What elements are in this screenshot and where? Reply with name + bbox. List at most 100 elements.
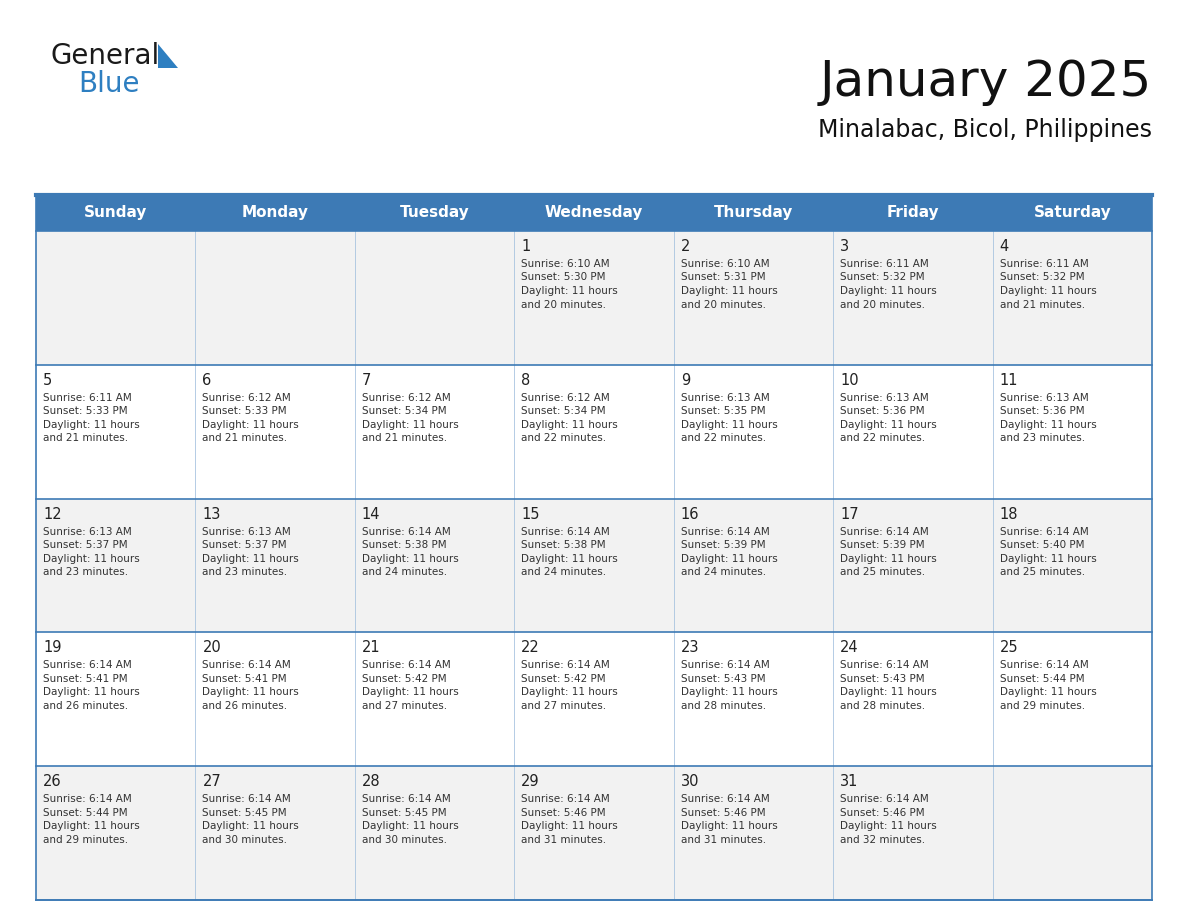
Text: 5: 5 (43, 373, 52, 387)
Text: Daylight: 11 hours: Daylight: 11 hours (840, 822, 937, 831)
Text: Daylight: 11 hours: Daylight: 11 hours (202, 554, 299, 564)
Text: and 30 minutes.: and 30 minutes. (202, 834, 287, 845)
Text: Sunrise: 6:14 AM: Sunrise: 6:14 AM (43, 660, 132, 670)
Text: Daylight: 11 hours: Daylight: 11 hours (522, 688, 618, 698)
Text: January 2025: January 2025 (820, 58, 1152, 106)
Text: Daylight: 11 hours: Daylight: 11 hours (43, 822, 140, 831)
Text: Sunrise: 6:11 AM: Sunrise: 6:11 AM (43, 393, 132, 403)
Text: Sunset: 5:34 PM: Sunset: 5:34 PM (362, 407, 447, 416)
Text: Sunrise: 6:14 AM: Sunrise: 6:14 AM (362, 527, 450, 537)
Text: Daylight: 11 hours: Daylight: 11 hours (999, 554, 1097, 564)
Bar (833, 195, 992, 231)
Text: Daylight: 11 hours: Daylight: 11 hours (43, 688, 140, 698)
Text: Sunset: 5:31 PM: Sunset: 5:31 PM (681, 273, 765, 283)
Bar (36, 767, 1152, 900)
Text: Sunrise: 6:13 AM: Sunrise: 6:13 AM (999, 393, 1088, 403)
Text: Sunset: 5:36 PM: Sunset: 5:36 PM (999, 407, 1085, 416)
Text: and 22 minutes.: and 22 minutes. (522, 433, 606, 443)
Text: and 24 minutes.: and 24 minutes. (362, 567, 447, 577)
Text: 16: 16 (681, 507, 700, 521)
Text: Sunrise: 6:14 AM: Sunrise: 6:14 AM (840, 660, 929, 670)
Text: and 30 minutes.: and 30 minutes. (362, 834, 447, 845)
Text: Sunset: 5:44 PM: Sunset: 5:44 PM (43, 808, 127, 818)
Text: 26: 26 (43, 774, 62, 789)
Text: Sunrise: 6:14 AM: Sunrise: 6:14 AM (522, 794, 609, 804)
Text: Sunrise: 6:13 AM: Sunrise: 6:13 AM (840, 393, 929, 403)
Text: and 26 minutes.: and 26 minutes. (202, 701, 287, 711)
Text: Daylight: 11 hours: Daylight: 11 hours (681, 822, 777, 831)
Text: Daylight: 11 hours: Daylight: 11 hours (202, 822, 299, 831)
Text: Sunrise: 6:14 AM: Sunrise: 6:14 AM (522, 527, 609, 537)
Text: Sunset: 5:35 PM: Sunset: 5:35 PM (681, 407, 765, 416)
Text: Daylight: 11 hours: Daylight: 11 hours (999, 286, 1097, 296)
Text: 30: 30 (681, 774, 700, 789)
Text: Sunset: 5:39 PM: Sunset: 5:39 PM (840, 540, 924, 550)
Text: Sunrise: 6:12 AM: Sunrise: 6:12 AM (202, 393, 291, 403)
Text: 22: 22 (522, 641, 541, 655)
Text: Tuesday: Tuesday (399, 206, 469, 220)
Text: 18: 18 (999, 507, 1018, 521)
Text: 20: 20 (202, 641, 221, 655)
Text: Sunrise: 6:14 AM: Sunrise: 6:14 AM (202, 660, 291, 670)
Text: Monday: Monday (241, 206, 309, 220)
Text: 19: 19 (43, 641, 62, 655)
Text: Sunset: 5:41 PM: Sunset: 5:41 PM (202, 674, 287, 684)
Text: and 28 minutes.: and 28 minutes. (681, 701, 766, 711)
Text: 13: 13 (202, 507, 221, 521)
Text: Daylight: 11 hours: Daylight: 11 hours (681, 420, 777, 430)
Text: Daylight: 11 hours: Daylight: 11 hours (840, 554, 937, 564)
Text: Daylight: 11 hours: Daylight: 11 hours (43, 420, 140, 430)
Text: Sunrise: 6:10 AM: Sunrise: 6:10 AM (681, 259, 770, 269)
Text: and 25 minutes.: and 25 minutes. (840, 567, 925, 577)
Text: Daylight: 11 hours: Daylight: 11 hours (522, 554, 618, 564)
Text: Sunrise: 6:14 AM: Sunrise: 6:14 AM (681, 660, 770, 670)
Text: Daylight: 11 hours: Daylight: 11 hours (840, 420, 937, 430)
Text: Sunset: 5:37 PM: Sunset: 5:37 PM (43, 540, 127, 550)
Text: 29: 29 (522, 774, 539, 789)
Bar (36, 633, 1152, 767)
Text: and 31 minutes.: and 31 minutes. (681, 834, 766, 845)
Text: Sunset: 5:40 PM: Sunset: 5:40 PM (999, 540, 1085, 550)
Text: 14: 14 (362, 507, 380, 521)
Text: Daylight: 11 hours: Daylight: 11 hours (202, 420, 299, 430)
Text: and 24 minutes.: and 24 minutes. (522, 567, 606, 577)
Text: Daylight: 11 hours: Daylight: 11 hours (840, 286, 937, 296)
Text: Daylight: 11 hours: Daylight: 11 hours (202, 688, 299, 698)
Text: and 26 minutes.: and 26 minutes. (43, 701, 128, 711)
Text: Sunrise: 6:12 AM: Sunrise: 6:12 AM (362, 393, 450, 403)
Text: Sunset: 5:45 PM: Sunset: 5:45 PM (202, 808, 287, 818)
Text: and 23 minutes.: and 23 minutes. (202, 567, 287, 577)
Text: and 23 minutes.: and 23 minutes. (43, 567, 128, 577)
Text: Sunset: 5:41 PM: Sunset: 5:41 PM (43, 674, 127, 684)
Text: 7: 7 (362, 373, 371, 387)
Text: and 21 minutes.: and 21 minutes. (202, 433, 287, 443)
Text: Sunset: 5:46 PM: Sunset: 5:46 PM (522, 808, 606, 818)
Text: 21: 21 (362, 641, 380, 655)
Text: and 29 minutes.: and 29 minutes. (43, 834, 128, 845)
Text: Sunrise: 6:13 AM: Sunrise: 6:13 AM (43, 527, 132, 537)
Text: Sunrise: 6:10 AM: Sunrise: 6:10 AM (522, 259, 609, 269)
Bar (674, 195, 833, 231)
Text: 15: 15 (522, 507, 539, 521)
Text: Sunrise: 6:12 AM: Sunrise: 6:12 AM (522, 393, 609, 403)
Text: 2: 2 (681, 239, 690, 254)
Text: and 21 minutes.: and 21 minutes. (43, 433, 128, 443)
Text: Sunset: 5:34 PM: Sunset: 5:34 PM (522, 407, 606, 416)
Text: and 25 minutes.: and 25 minutes. (999, 567, 1085, 577)
Text: and 32 minutes.: and 32 minutes. (840, 834, 925, 845)
Text: Blue: Blue (78, 70, 139, 98)
Text: 17: 17 (840, 507, 859, 521)
Text: Daylight: 11 hours: Daylight: 11 hours (681, 554, 777, 564)
Text: Sunrise: 6:14 AM: Sunrise: 6:14 AM (362, 660, 450, 670)
Text: Sunset: 5:33 PM: Sunset: 5:33 PM (43, 407, 127, 416)
Text: Sunset: 5:33 PM: Sunset: 5:33 PM (202, 407, 287, 416)
Text: 9: 9 (681, 373, 690, 387)
Text: Sunset: 5:43 PM: Sunset: 5:43 PM (681, 674, 765, 684)
Text: 1: 1 (522, 239, 531, 254)
Text: Daylight: 11 hours: Daylight: 11 hours (362, 554, 459, 564)
Text: Minalabac, Bicol, Philippines: Minalabac, Bicol, Philippines (819, 118, 1152, 142)
Text: Sunset: 5:36 PM: Sunset: 5:36 PM (840, 407, 924, 416)
Text: Saturday: Saturday (1034, 206, 1111, 220)
Bar (514, 195, 674, 231)
Text: Sunrise: 6:14 AM: Sunrise: 6:14 AM (840, 527, 929, 537)
